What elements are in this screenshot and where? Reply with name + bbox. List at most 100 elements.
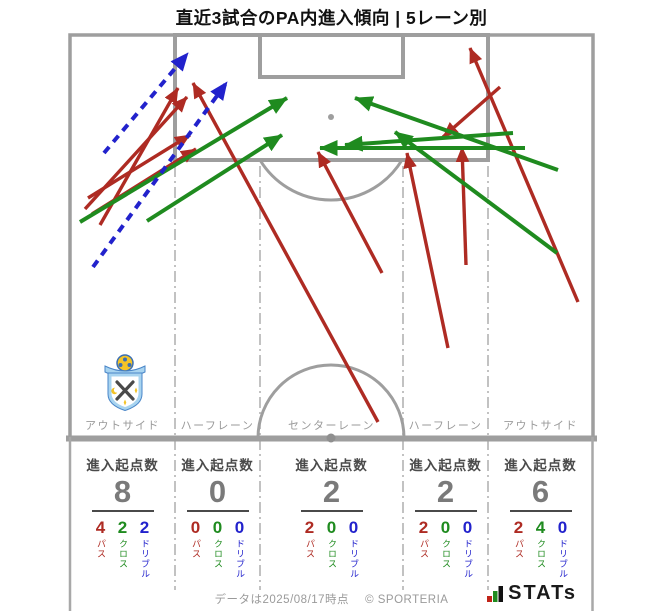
- arrow-pass: [87, 133, 191, 200]
- lane-stats-half-left: 進入起点数 0 0 パス 0 クロス 0 ドリブル: [175, 446, 260, 579]
- dribble-count: 0: [462, 517, 473, 537]
- count-underline: [509, 509, 572, 512]
- lane-label-outside-right: アウトサイド: [503, 420, 578, 432]
- crest-star: [134, 387, 138, 394]
- penalty-arc: [258, 159, 404, 202]
- arrow-cross: [145, 133, 284, 223]
- count-underline: [300, 509, 363, 512]
- chart-title: 直近3試合のPA内進入傾向 | 5レーン別: [175, 8, 488, 28]
- cross-label: クロス: [536, 538, 546, 569]
- arrow-cross: [393, 130, 559, 255]
- entry-count: 2: [322, 474, 341, 509]
- penalty-spot: [328, 114, 334, 120]
- arrow-pass: [316, 151, 384, 274]
- arrow-pass: [441, 85, 502, 139]
- dribble-count: 2: [139, 517, 150, 537]
- crest-ball: [116, 354, 134, 372]
- metric-label: 進入起点数: [504, 458, 577, 473]
- copyright: © SPORTERIA: [365, 594, 449, 606]
- pass-label: パス: [305, 538, 315, 559]
- lane-label-half-left: ハーフレーン: [180, 420, 255, 432]
- logo-bar-red: [487, 596, 493, 602]
- lane-label-center: センターレーン: [288, 420, 375, 432]
- count-underline: [186, 509, 249, 512]
- lane-stats-outside-left: 進入起点数 8 4 パス 2 クロス 2 ドリブル: [70, 446, 175, 579]
- arrow-dribble: [91, 80, 229, 269]
- logo-bar-black: [498, 586, 504, 602]
- cross-count: 4: [535, 517, 546, 537]
- type-counts: 2 パス 0 クロス 0 ドリブル: [403, 519, 488, 579]
- dribble-label: ドリブル: [235, 538, 245, 579]
- center-circle-arc: [256, 363, 406, 439]
- lane-label-half-right: ハーフレーン: [408, 420, 483, 432]
- lane-stats-center: 進入起点数 2 2 パス 0 クロス 0 ドリブル: [260, 446, 403, 579]
- metric-label: 進入起点数: [181, 458, 254, 473]
- cross-label: クロス: [213, 538, 223, 569]
- dribble-count: 0: [234, 517, 245, 537]
- lane-label-outside-left: アウトサイド: [85, 420, 160, 432]
- dribble-count: 0: [557, 517, 568, 537]
- dribble-label: ドリブル: [349, 538, 359, 579]
- cross-count: 0: [212, 517, 223, 537]
- pass-label: パス: [96, 538, 106, 559]
- crest-ball-spot: [118, 363, 123, 367]
- type-counts: 0 パス 0 クロス 0 ドリブル: [175, 519, 260, 579]
- pass-count: 2: [304, 517, 315, 537]
- pass-count: 4: [95, 517, 106, 537]
- center-spot: [326, 433, 336, 443]
- pass-count: 0: [190, 517, 201, 537]
- cross-count: 0: [440, 517, 451, 537]
- count-underline: [414, 509, 477, 512]
- dribble-count: 0: [348, 517, 359, 537]
- pass-label: パス: [419, 538, 429, 559]
- cross-label: クロス: [441, 538, 451, 569]
- arrow-pass: [191, 82, 380, 423]
- data-date-note: データは2025/08/17時点: [214, 594, 350, 606]
- arrow-pass: [468, 47, 580, 303]
- crest-cross: [115, 380, 135, 401]
- crest-ball-spot: [123, 357, 127, 362]
- entry-count: 0: [208, 474, 227, 509]
- arrow-pass: [403, 152, 450, 349]
- stats-logo-icon: [487, 586, 504, 602]
- brand-text: STATs: [508, 582, 577, 604]
- entry-count: 2: [436, 474, 455, 509]
- count-underline: [91, 509, 154, 512]
- cross-count: 2: [117, 517, 128, 537]
- crest-moon-cut: [113, 387, 120, 393]
- entry-arrows: [78, 47, 580, 423]
- crest-ball-spot: [127, 363, 132, 367]
- arrow-cross: [78, 96, 289, 224]
- arrow-pass: [455, 146, 470, 266]
- crest-star: [123, 399, 127, 406]
- entry-count: 8: [113, 474, 132, 509]
- cross-count: 0: [326, 517, 337, 537]
- arrow-cross: [354, 96, 559, 172]
- dribble-label: ドリブル: [558, 538, 568, 579]
- pass-count: 2: [418, 517, 429, 537]
- type-counts: 2 パス 4 クロス 0 ドリブル: [488, 519, 593, 579]
- entry-count: 6: [531, 474, 550, 509]
- dribble-label: ドリブル: [140, 538, 150, 579]
- lane-stats-half-right: 進入起点数 2 2 パス 0 クロス 0 ドリブル: [403, 446, 488, 579]
- dribble-label: ドリブル: [463, 538, 473, 579]
- cross-label: クロス: [327, 538, 337, 569]
- type-counts: 4 パス 2 クロス 2 ドリブル: [70, 519, 175, 579]
- pass-label: パス: [514, 538, 524, 559]
- goal-area: [258, 33, 405, 79]
- metric-label: 進入起点数: [86, 458, 159, 473]
- stats-brand-logo: STATs: [487, 583, 577, 603]
- logo-bar-green: [493, 591, 498, 602]
- metric-label: 進入起点数: [409, 458, 482, 473]
- pass-count: 2: [513, 517, 524, 537]
- pass-label: パス: [191, 538, 201, 559]
- cross-label: クロス: [118, 538, 128, 569]
- type-counts: 2 パス 0 クロス 0 ドリブル: [260, 519, 403, 579]
- footer-note: データは2025/08/17時点 © SPORTERIA: [70, 591, 593, 607]
- club-crest-logo: [104, 354, 146, 412]
- arrow-cross: [344, 131, 514, 152]
- metric-label: 進入起点数: [295, 458, 368, 473]
- lane-stats-outside-right: 進入起点数 6 2 パス 4 クロス 0 ドリブル: [488, 446, 593, 579]
